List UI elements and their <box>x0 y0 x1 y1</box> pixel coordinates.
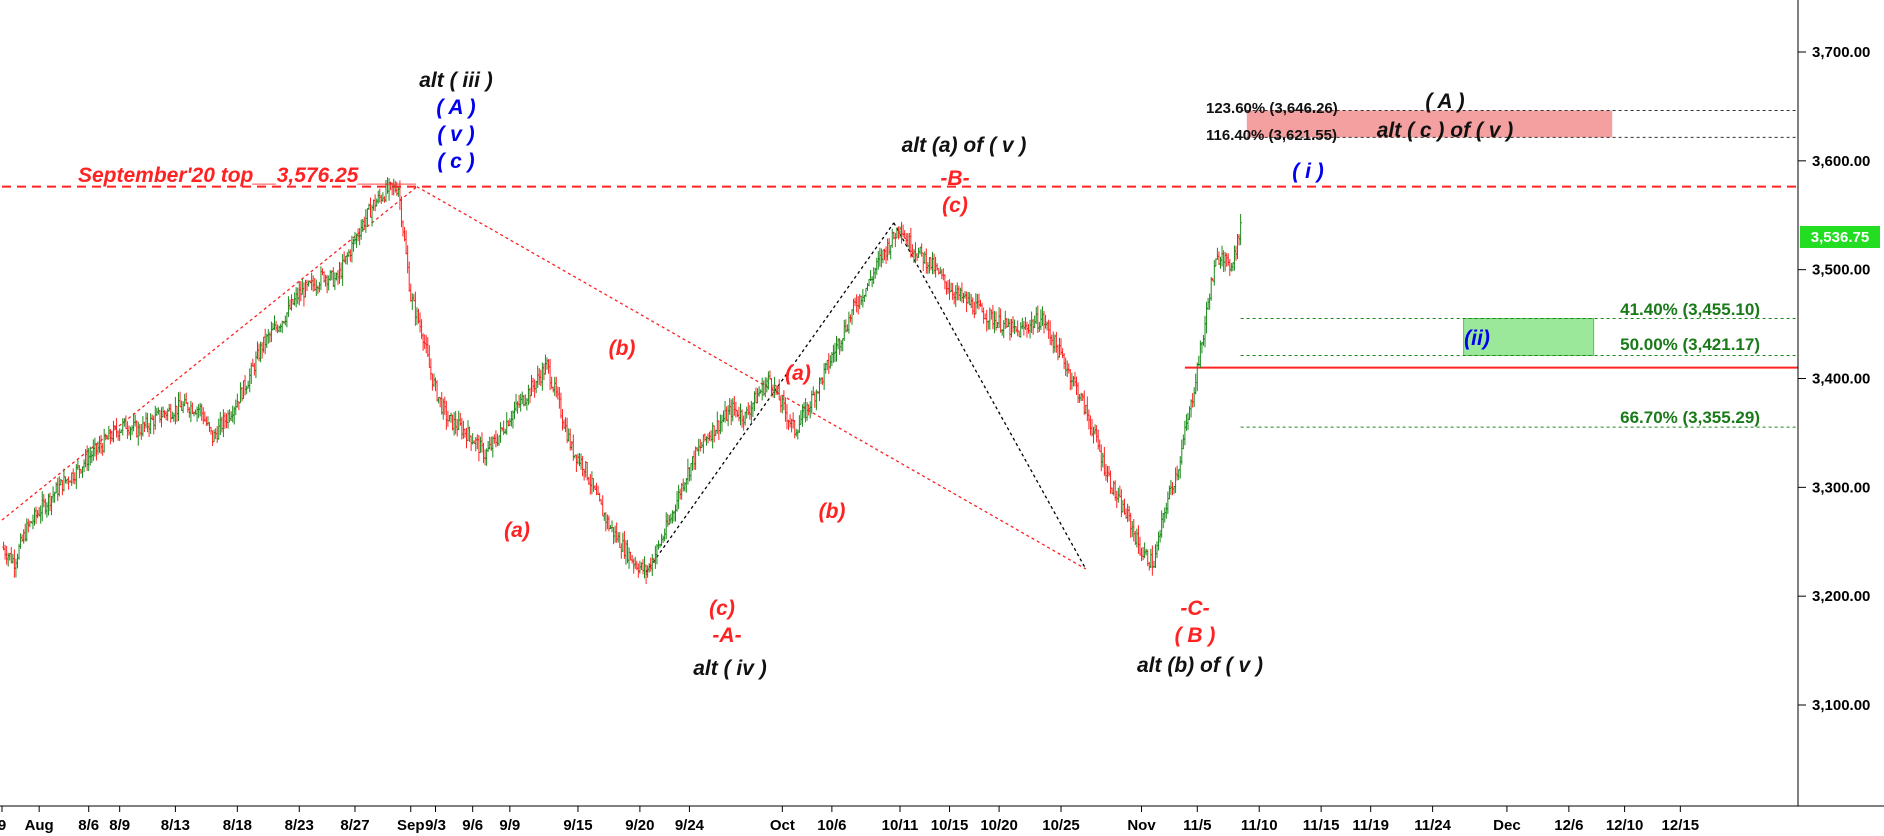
x-tick-label: 9/3 <box>425 817 446 834</box>
y-tick-label: 3,700.00 <box>1812 44 1870 61</box>
wave-b2-label: (b) <box>819 500 846 523</box>
wave-C-red-label: -C- <box>1180 597 1209 620</box>
y-tick-label: 3,400.00 <box>1812 371 1870 388</box>
x-tick-label: 8/6 <box>78 817 99 834</box>
wave-A-red-label: -A- <box>712 624 741 647</box>
x-tick-label: 10/11 <box>882 817 919 834</box>
fib-123-label: 123.60% (3,646.26) <box>1206 100 1338 117</box>
x-tick-label: 11/5 <box>1183 817 1211 834</box>
x-tick-label: 9/15 <box>563 817 592 834</box>
wave-A-black-label: ( A ) <box>1425 90 1464 113</box>
wave-alt-a-of-v-label: alt (a) of ( v ) <box>902 134 1027 157</box>
x-tick-label: Oct <box>770 817 795 834</box>
x-tick-label: 8/13 <box>161 817 190 834</box>
x-tick-label: 9/24 <box>675 817 705 834</box>
x-tick-label: 12/10 <box>1606 817 1644 834</box>
trend-line <box>645 222 895 573</box>
wave-b1-label: (b) <box>609 337 636 360</box>
y-tick-label: 3,500.00 <box>1812 262 1870 279</box>
wave-ii-blue-label: (ii) <box>1464 327 1490 350</box>
support-zone-green <box>1463 318 1595 356</box>
x-tick-label: 8/18 <box>223 817 252 834</box>
y-tick-label: 3,100.00 <box>1812 697 1870 714</box>
x-tick-label: 10/25 <box>1042 817 1080 834</box>
trend-line <box>416 186 1087 570</box>
x-tick-label: Dec <box>1493 817 1521 834</box>
wave-alt-c-of-v-label: alt ( c ) of ( v ) <box>1377 119 1514 142</box>
x-tick-label: 10/15 <box>931 817 969 834</box>
x-tick-label: Aug <box>25 817 54 834</box>
wave-c-A-label: (c) <box>709 597 735 620</box>
x-tick-label: 9 <box>0 817 6 834</box>
trend-lines <box>1 186 1087 573</box>
wave-A-blue-label: ( A ) <box>436 96 475 119</box>
fib-50-label: 50.00% (3,421.17) <box>1620 335 1760 354</box>
x-tick-label: 9/6 <box>462 817 483 834</box>
wave-c-B-label: (c) <box>942 194 968 217</box>
y-tick-label: 3,600.00 <box>1812 153 1870 170</box>
x-tick-label: 11/10 <box>1241 817 1278 834</box>
wave-v-blue-label: ( v ) <box>437 123 474 146</box>
last-price-label: 3,536.75 <box>1811 229 1869 246</box>
wave-B-red-label: -B- <box>940 167 969 190</box>
x-tick-label: 11/19 <box>1352 817 1389 834</box>
wave-i-blue-label: ( i ) <box>1292 160 1324 183</box>
wave-alt-b-of-v-label: alt (b) of ( v ) <box>1137 654 1263 677</box>
x-tick-label: 11/15 <box>1303 817 1340 834</box>
x-tick-label: 9/20 <box>625 817 654 834</box>
wave-B-paren-label: ( B ) <box>1175 624 1216 647</box>
x-tick-label: 12/6 <box>1554 817 1583 834</box>
trend-line <box>1 186 418 521</box>
x-tick-label: 9/9 <box>499 817 520 834</box>
y-tick-label: 3,200.00 <box>1812 588 1870 605</box>
x-tick-label: 10/6 <box>817 817 846 834</box>
x-tick-label: 12/15 <box>1662 817 1700 834</box>
wave-a2-label: (a) <box>785 362 811 385</box>
y-tick-label: 3,300.00 <box>1812 479 1870 496</box>
fib-66-label: 66.70% (3,355.29) <box>1620 408 1760 427</box>
y-axis-ticks: 3,100.00 3,200.00 3,300.00 3,400.00 3,500.00… <box>1798 44 1870 714</box>
target-zone-red <box>1246 110 1613 138</box>
x-tick-label: Sep <box>397 817 425 834</box>
last-price-badge <box>1800 226 1880 248</box>
september-top-label: September'20 top__3,576.25_____ <box>78 164 417 187</box>
wave-a1-label: (a) <box>504 519 530 542</box>
horizontal-lines <box>2 109 1798 428</box>
wave-alt-iii-label: alt ( iii ) <box>419 69 493 92</box>
x-tick-label: 11/24 <box>1414 817 1451 834</box>
x-tick-label: 8/27 <box>340 817 369 834</box>
x-axis-ticks: 9 Aug 8/6 8/9 8/13 8/18 8/23 8/27 Sep 9/3 9/6 9/9 9/… <box>0 806 1699 834</box>
x-tick-label: 10/20 <box>980 817 1018 834</box>
x-tick-label: 8/9 <box>109 817 130 834</box>
candle-series <box>2 177 1242 584</box>
x-tick-label: Nov <box>1127 817 1156 834</box>
wave-alt-iv-label: alt ( iv ) <box>693 657 767 680</box>
fib-116-label: 116.40% (3,621.55) <box>1206 127 1337 144</box>
fib-41-label: 41.40% (3,455.10) <box>1620 300 1760 319</box>
x-tick-label: 8/23 <box>285 817 314 834</box>
wave-c-blue-label: ( c ) <box>437 150 474 173</box>
